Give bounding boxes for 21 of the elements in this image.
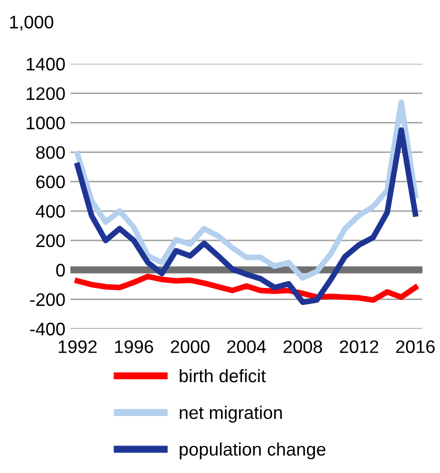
x-tick-label: 1992 [58,340,97,354]
y-tick-label: 400 [36,204,65,218]
y-tick-label: 1000 [26,116,65,130]
y-tick-label: 0 [56,264,65,277]
y-tick-label: 200 [36,234,65,248]
y-tick-label: 1200 [26,87,65,100]
x-tick-label: 2008 [284,340,322,354]
x-tick-label: 2012 [340,340,378,354]
y-tick-label: -400 [30,322,65,336]
y-axis-title: 1,000 [10,16,54,31]
legend-label: birth deficit [180,369,266,382]
y-tick-label: 600 [36,176,65,188]
legend-label: population change [180,442,326,460]
y-tick-label: -200 [30,293,65,306]
legend-label: net migration [180,406,282,423]
x-tick-label: 1996 [115,340,154,354]
y-tick-label: 800 [36,146,65,159]
x-tick-label: 2000 [170,340,210,354]
y-tick-label: 1400 [26,58,65,71]
x-tick-label: 2004 [227,340,266,354]
x-tick-label: 2016 [396,340,435,354]
